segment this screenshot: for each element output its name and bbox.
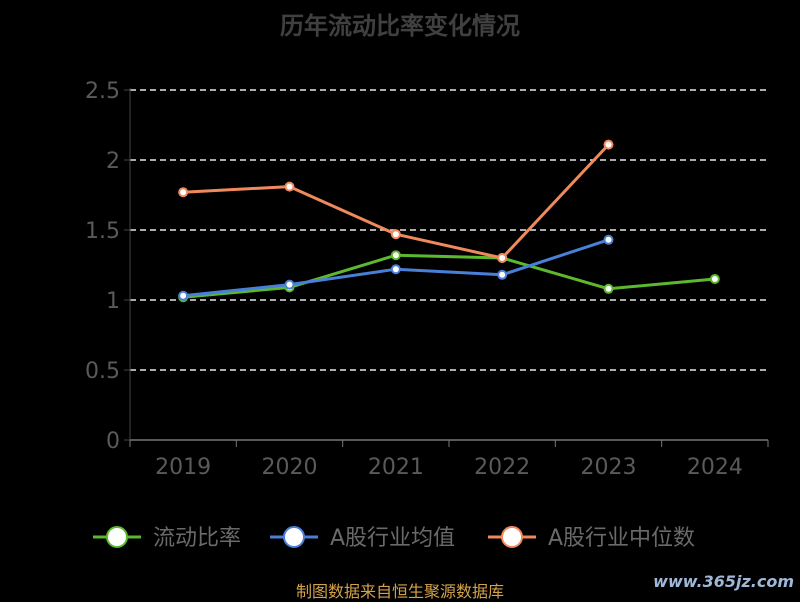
x-tick-label-2021: 2021 (368, 455, 424, 480)
data-point-0-2023 (603, 283, 614, 294)
legend-item-1: A股行业均值 (270, 526, 455, 551)
legend-label-2: A股行业中位数 (548, 526, 695, 551)
series-line-0 (183, 253, 715, 299)
x-tick-label-2022: 2022 (474, 455, 530, 480)
data-point-1-2021 (390, 264, 401, 275)
chart-title: 历年流动比率变化情况 (280, 12, 520, 40)
x-tick-label-2019: 2019 (155, 455, 211, 480)
legend-marker-0 (106, 526, 128, 548)
data-point-2-2021 (390, 229, 401, 240)
data-point-0-2021 (390, 250, 401, 261)
y-tick-label-4: 2 (106, 149, 120, 174)
y-tick-label-0: 0 (106, 429, 120, 454)
data-point-1-2020 (284, 279, 295, 290)
series-line-2 (183, 143, 610, 260)
x-tick-label-2024: 2024 (687, 455, 743, 480)
legend-label-0: 流动比率 (153, 526, 241, 551)
data-point-1-2023 (603, 234, 614, 245)
data-point-1-2019 (178, 290, 189, 301)
y-tick-label-5: 2.5 (85, 79, 120, 104)
series-lines (183, 143, 715, 299)
y-tick-label-2: 1 (106, 289, 120, 314)
legend-item-0: 流动比率 (93, 526, 241, 551)
data-point-2-2022 (497, 253, 508, 263)
data-point-0-2024 (709, 274, 720, 284)
x-tick-label-2023: 2023 (581, 455, 637, 480)
y-tick-label-3: 1.5 (85, 219, 120, 244)
data-point-1-2022 (497, 269, 508, 280)
series-points (178, 139, 720, 303)
data-point-2-2023 (603, 139, 614, 150)
legend-item-2: A股行业中位数 (488, 526, 695, 551)
axes: 0 0.5 1 1.5 2 2.5 2019 2020 2021 2022 2023 2024 (85, 79, 769, 480)
legend-marker-2 (501, 526, 523, 548)
data-point-2-2020 (284, 181, 295, 192)
x-tick-label-2020: 2020 (262, 455, 318, 480)
legend-marker-1 (283, 526, 305, 548)
gridlines (130, 89, 768, 371)
legend-label-1: A股行业均值 (330, 526, 455, 551)
legend: 流动比率 A股行业均值 A股行业中位数 (93, 526, 695, 551)
watermark: www.365jz.com (653, 572, 794, 591)
data-point-2-2019 (178, 187, 189, 198)
y-tick-label-1: 0.5 (85, 359, 120, 384)
data-source-note: 制图数据来自恒生聚源数据库 (295, 582, 504, 601)
